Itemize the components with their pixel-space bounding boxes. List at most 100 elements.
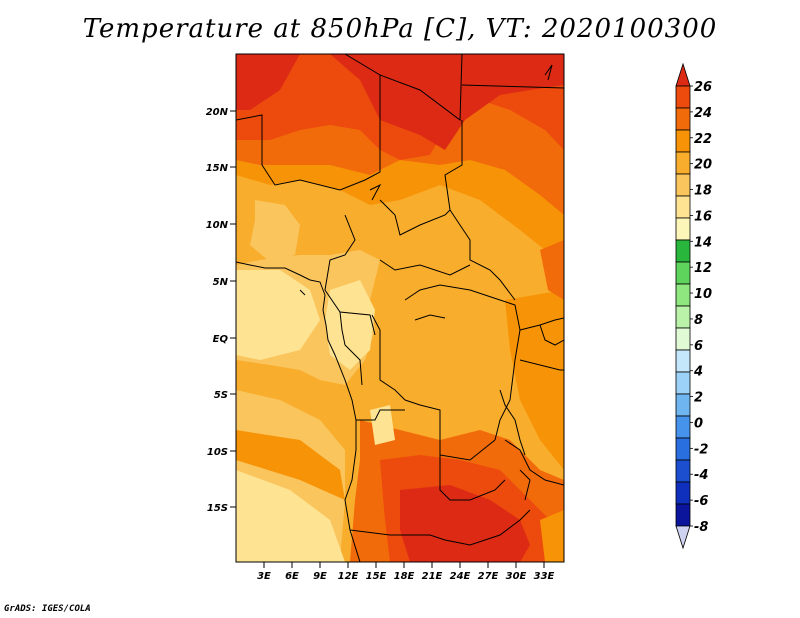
colorbar-segment — [675, 195, 691, 219]
colorbar-label: -8 — [694, 520, 708, 535]
border-libya-chad — [379, 54, 463, 121]
border-egypt — [461, 84, 564, 89]
lat-label: 5S — [214, 390, 228, 401]
island-bioko — [299, 289, 306, 296]
border-sahel — [236, 54, 381, 191]
lon-label: 33E — [534, 571, 555, 582]
lake-tanganyika — [499, 389, 526, 456]
lake-malawi — [519, 469, 531, 501]
colorbar-label: 10 — [694, 287, 712, 302]
colorbar-label: 8 — [694, 313, 703, 328]
lon-label: 21E — [422, 571, 443, 582]
colorbar-label: 16 — [694, 209, 712, 224]
field-28-north — [250, 54, 564, 150]
lon-label: 12E — [338, 571, 359, 582]
map-frame — [235, 53, 565, 563]
field-22-southeast — [540, 510, 564, 562]
border-car-south — [379, 259, 471, 276]
lon-label: 18E — [394, 571, 415, 582]
lon-label: 24E — [450, 571, 471, 582]
lat-label: 10N — [206, 220, 229, 231]
coastline-west — [236, 261, 361, 562]
lat-label: 10S — [207, 447, 228, 458]
colorbar-segment — [675, 107, 691, 131]
colorbar-label: 0 — [694, 416, 703, 431]
colorbar-segment — [675, 393, 691, 417]
nile-delta — [544, 64, 553, 81]
colorbar-segment — [675, 459, 691, 483]
colorbar-segment — [675, 217, 691, 241]
latitude-axis: 20N 15N 10N 5N EQ 5S 10S 15S — [206, 107, 236, 514]
borders — [236, 54, 564, 562]
colorbar-label: 12 — [694, 261, 712, 276]
colorbar-segment — [675, 481, 691, 505]
colorbar-segment — [675, 85, 691, 109]
colorbar-top-arrow — [675, 62, 691, 87]
field-16-angola — [370, 405, 395, 445]
border-namibia — [349, 509, 531, 546]
field-16-coast — [236, 270, 320, 360]
colorbar-label: -6 — [694, 494, 708, 509]
colorbar-segment — [675, 371, 691, 395]
colorbar-segment — [675, 283, 691, 307]
lake-congo — [414, 314, 446, 321]
colorbar-segment — [675, 239, 691, 263]
field-28-south — [400, 485, 530, 562]
lake-chad — [369, 183, 382, 201]
lat-label: EQ — [213, 334, 229, 345]
colorbar-segment — [675, 151, 691, 175]
lat-label: 5N — [213, 277, 229, 288]
field-28-northwest — [236, 54, 300, 110]
colorbar-segment — [675, 327, 691, 351]
lat-label: 15S — [207, 503, 228, 514]
field-20-band — [236, 430, 345, 500]
lon-label: 15E — [366, 571, 387, 582]
colorbar-label: 14 — [694, 235, 712, 250]
colorbar-label: 22 — [694, 132, 712, 147]
lat-label: 20N — [206, 107, 229, 118]
colorbar-segment — [675, 503, 691, 527]
longitude-axis: 3E 6E 9E 12E 15E 18E 21E 24E 27E 30E 33E — [257, 562, 555, 582]
lon-label: 6E — [285, 571, 299, 582]
lake-victoria — [539, 324, 564, 346]
colorbar-label: 24 — [694, 106, 712, 121]
border-drc-south — [404, 399, 496, 461]
colorbar-segment — [675, 129, 691, 153]
border-car-north — [379, 199, 451, 236]
colorbar-label: 4 — [693, 365, 703, 380]
border-angola-north — [356, 409, 405, 421]
colorbar-label: 18 — [694, 184, 712, 199]
colorbar-label: 20 — [694, 158, 712, 173]
colorbar-segment — [675, 349, 691, 373]
colorbar-label: 2 — [694, 391, 703, 406]
field-18-westafrica — [250, 200, 300, 262]
border-kenya-uganda — [519, 317, 564, 331]
colorbar-segment — [675, 437, 691, 461]
lon-label: 27E — [478, 571, 499, 582]
credit-text: GrADS: IGES/COLA — [4, 604, 91, 614]
border-congo — [371, 314, 406, 401]
colorbar-bottom-arrow — [675, 525, 691, 550]
field-22-eastafrica — [505, 290, 564, 470]
lon-label: 30E — [506, 571, 527, 582]
border-tanzania — [519, 359, 564, 371]
colorbar-segment — [675, 173, 691, 197]
border-zambia — [439, 455, 506, 501]
colorbar-label: -2 — [694, 442, 708, 457]
colorbar-segment — [675, 415, 691, 439]
colorbar-label: -4 — [694, 468, 708, 483]
lon-label: 3E — [257, 571, 271, 582]
field-16-southatlantic — [236, 470, 345, 562]
border-cameroon — [324, 214, 376, 336]
field-16-gabon — [325, 280, 375, 370]
colorbar-segment — [675, 305, 691, 329]
lon-label: 9E — [313, 571, 327, 582]
border-gabon — [339, 311, 363, 386]
chart-title: Temperature at 850hPa [C], VT: 202010030… — [82, 14, 718, 44]
colorbar-label: 6 — [694, 339, 703, 354]
colorbar-segment — [675, 261, 691, 285]
field-24-east — [540, 240, 564, 300]
lat-label: 15N — [206, 163, 229, 174]
